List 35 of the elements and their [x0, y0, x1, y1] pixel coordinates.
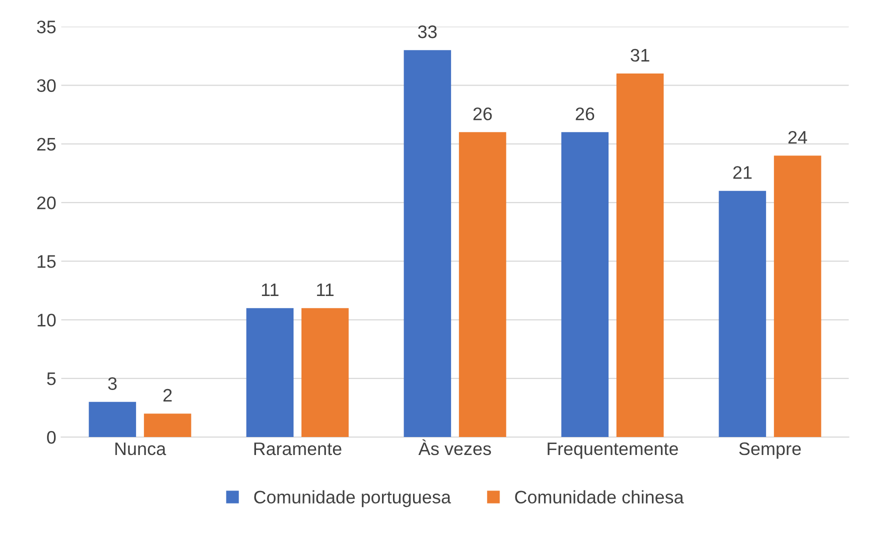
- data-label: 26: [473, 107, 492, 120]
- legend-label: Comunidade portuguesa: [254, 490, 452, 508]
- y-tick-label: 30: [36, 79, 56, 92]
- x-tick-label: Frequentemente: [548, 442, 678, 459]
- bar: [616, 74, 664, 438]
- bar: [246, 308, 294, 438]
- x-tick-label: Às vezes: [418, 439, 491, 456]
- bar: [718, 190, 766, 438]
- bar: [404, 50, 452, 438]
- data-label: 11: [262, 284, 278, 296]
- x-tick-label: Nunca: [115, 442, 166, 456]
- data-label: 31: [630, 48, 650, 62]
- legend-label: Comunidade chinesa: [515, 490, 684, 504]
- y-tick-label: 20: [37, 196, 56, 210]
- y-tick-label: 25: [37, 138, 56, 151]
- bar: [561, 132, 609, 438]
- bar: [458, 132, 506, 438]
- data-label: 3: [108, 377, 117, 390]
- data-label: 26: [576, 107, 594, 120]
- data-label: 24: [788, 130, 808, 144]
- x-tick-label: Sempre: [739, 442, 801, 459]
- x-tick-label: Raramente: [254, 442, 342, 456]
- bar: [88, 402, 136, 438]
- data-label: 11: [317, 284, 334, 296]
- y-tick-label: 0: [47, 430, 56, 444]
- bar: [144, 414, 192, 438]
- data-label: 21: [733, 166, 752, 179]
- data-label: 2: [163, 388, 172, 402]
- bar: [774, 156, 822, 438]
- y-tick-label: 10: [38, 314, 56, 327]
- bar: [301, 308, 349, 438]
- y-tick-label: 15: [38, 255, 56, 268]
- y-tick-label: 35: [36, 20, 56, 34]
- data-label: 33: [418, 25, 437, 38]
- y-tick-label: 5: [47, 372, 56, 386]
